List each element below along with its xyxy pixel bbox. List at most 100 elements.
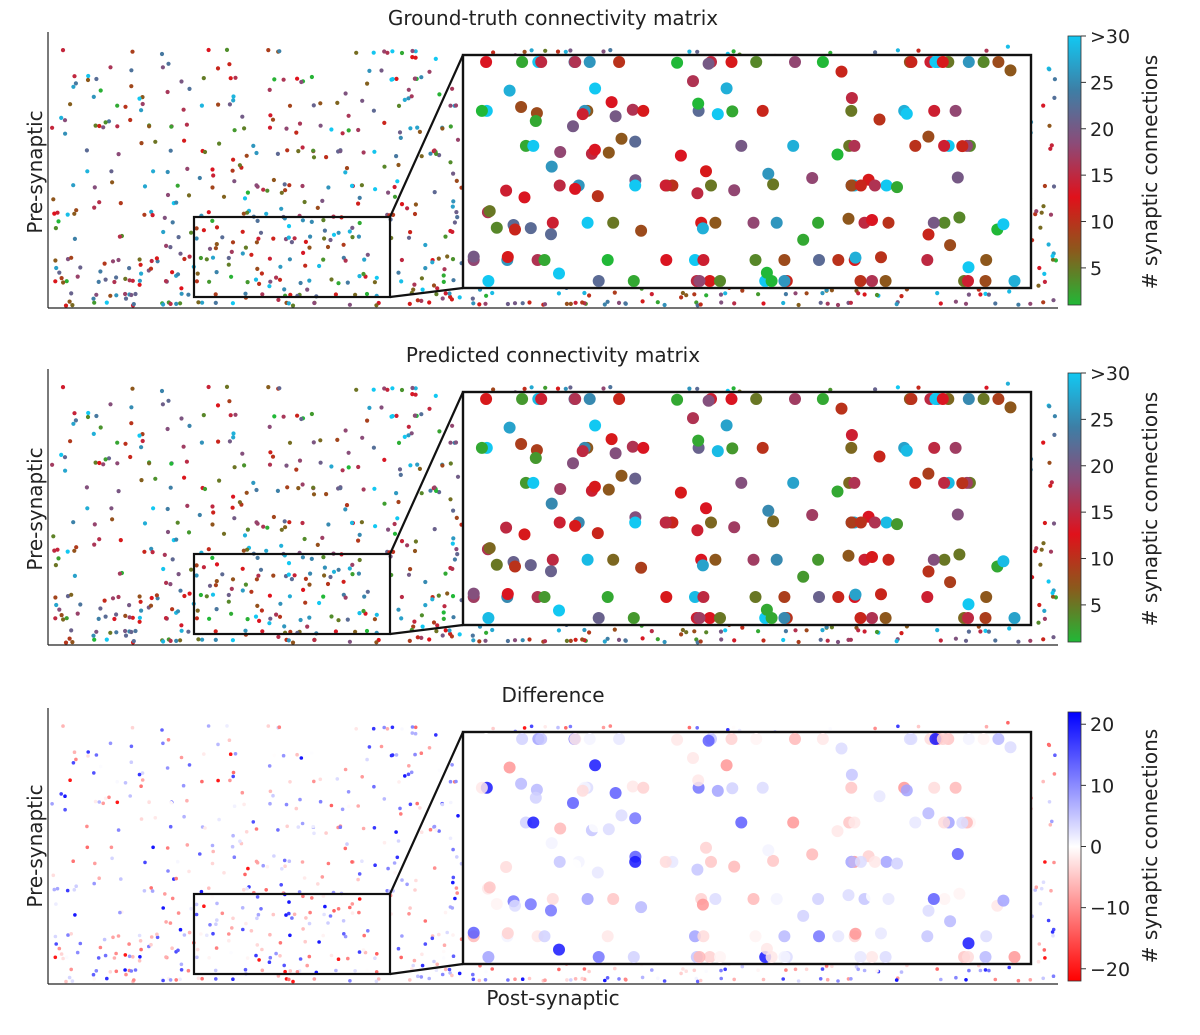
data-point [417,466,422,471]
data-point [300,821,305,826]
inset-data-point [778,275,791,287]
inset-data-point [576,445,589,458]
data-point [400,727,404,731]
inset-data-point [627,951,640,963]
inset-data-point [518,528,531,541]
data-point [389,753,394,758]
data-point [254,183,259,188]
data-point [119,877,123,881]
data-point [226,592,231,598]
data-point [573,977,578,981]
x-axis-label: Post-synaptic [486,986,619,1010]
data-point [229,249,234,254]
data-point [372,280,377,285]
data-point [264,211,269,216]
data-point [50,802,54,806]
inset-data-point [674,149,687,162]
data-point [406,96,411,101]
data-point [573,637,578,642]
data-point [415,125,420,130]
data-point [428,488,433,493]
data-point [199,889,204,894]
data-point [916,385,921,390]
data-point [103,614,108,619]
inset-data-point [880,179,893,192]
data-point [64,955,69,959]
data-point [573,300,578,305]
inset-data-point [762,167,775,180]
data-point [371,108,376,113]
data-point [430,936,435,941]
data-point [362,257,367,262]
data-point [181,444,186,449]
data-point [419,298,424,303]
data-point [274,612,279,617]
inset-data-point [693,275,706,287]
data-point [451,508,456,513]
inset-data-point [927,553,940,566]
data-point [356,538,361,543]
data-point [91,633,96,638]
data-point [72,548,77,553]
data-point [74,545,79,550]
data-point [307,245,312,250]
data-point [412,619,417,624]
data-point [214,270,219,275]
data-point [186,292,191,297]
inset-data-point [660,930,673,943]
data-point [187,763,192,767]
data-point [72,888,77,892]
data-point [796,979,801,983]
data-point [978,968,983,973]
data-point [194,279,199,284]
inset-data-point [503,421,516,434]
inset-data-point [714,612,726,624]
data-point [242,126,247,131]
data-point [408,802,413,807]
data-point [873,726,877,731]
data-point [543,48,548,53]
data-point [73,418,78,423]
data-point [415,635,420,640]
data-point [210,843,215,848]
data-point [364,628,370,634]
inset-data-point [627,612,640,624]
data-point [114,293,119,298]
inset-data-point [979,275,992,287]
data-point [454,779,458,784]
inset-data-point [997,218,1010,231]
inset-data-point [576,784,589,797]
inset-data-point [997,555,1010,568]
data-point [138,939,143,943]
data-point [139,108,144,113]
data-point [1051,298,1056,303]
data-point [365,589,370,594]
data-point [372,784,376,789]
inset-data-point [583,733,596,745]
inset-data-point [953,211,966,224]
data-point [161,229,166,235]
data-point [69,592,74,597]
data-point [123,953,128,957]
data-point [357,611,362,616]
inset-data-point [951,848,964,860]
inset-data-point [501,927,514,940]
data-point [1050,819,1054,824]
data-point [396,499,401,505]
inset-data-point [922,565,935,578]
data-point [98,269,103,274]
data-point [206,547,211,552]
data-point [329,614,334,619]
inset-data-point [725,733,738,745]
data-point [116,934,121,938]
data-point [490,967,495,971]
data-point [419,491,424,496]
data-point [201,228,206,233]
data-point [267,284,272,289]
data-point [51,534,56,539]
data-point [174,200,179,205]
data-point [245,886,249,891]
inset-data-point [705,855,717,868]
data-point [270,454,276,459]
